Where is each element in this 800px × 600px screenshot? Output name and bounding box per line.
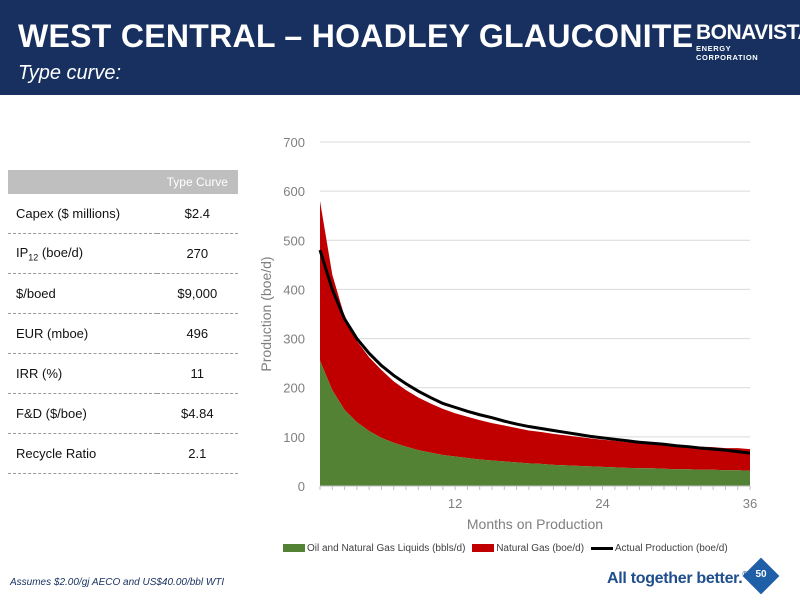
row-label: IP12 (boe/d) xyxy=(8,233,157,274)
tagline-text: All together better. xyxy=(607,570,743,587)
row-label: Recycle Ratio xyxy=(8,433,157,474)
row-label-main: IP xyxy=(16,244,29,260)
row-value: 496 xyxy=(156,313,238,354)
legend-swatch-green xyxy=(283,544,305,553)
table-row: EUR (mboe) 496 xyxy=(8,313,238,354)
row-value: 270 xyxy=(156,233,238,274)
row-label-rest: (boe/d) xyxy=(38,244,84,260)
table-row: $/boed $9,000 xyxy=(8,273,238,314)
row-label: IRR (%) xyxy=(8,353,157,394)
page-title: WEST CENTRAL – HOADLEY GLAUCONITE xyxy=(18,18,694,54)
y-tick-label: 200 xyxy=(283,381,305,396)
y-tick-label: 0 xyxy=(298,479,305,494)
y-tick-label: 400 xyxy=(283,282,305,297)
chart-legend: Oil and Natural Gas Liquids (bbls/d) Nat… xyxy=(283,543,732,554)
logo-subtitle: ENERGY CORPORATION xyxy=(696,44,759,62)
footnote: Assumes $2.00/gj AECO and US$40.00/bbl W… xyxy=(10,577,225,588)
type-curve-table: Type Curve Capex ($ millions) $2.4 IP12 … xyxy=(8,170,238,474)
y-tick-label: 100 xyxy=(283,430,305,445)
legend-label: Natural Gas (boe/d) xyxy=(496,543,585,554)
row-label: Capex ($ millions) xyxy=(8,194,157,234)
legend-label: Actual Production (boe/d) xyxy=(614,543,728,554)
x-tick-label: 12 xyxy=(448,496,462,511)
company-logo: BONAVISTA ENERGY CORPORATION xyxy=(696,21,800,63)
legend-item-actual: Actual Production (boe/d) xyxy=(590,543,728,554)
legend-item-gas: Natural Gas (boe/d) xyxy=(472,543,584,554)
series-area-natural-gas xyxy=(320,200,750,471)
y-tick-label: 700 xyxy=(283,135,305,150)
row-value: 11 xyxy=(156,353,238,394)
table-empty-header xyxy=(8,170,157,194)
legend-label: Oil and Natural Gas Liquids (bbls/d) xyxy=(307,543,466,554)
y-tick-label: 300 xyxy=(283,332,305,347)
table-row: F&D ($/boe) $4.84 xyxy=(8,393,238,434)
tagline: All together better.® xyxy=(607,570,748,588)
table-row: IP12 (boe/d) 270 xyxy=(8,233,238,274)
table-row: Capex ($ millions) $2.4 xyxy=(8,194,238,234)
page-subtitle: Type curve: xyxy=(18,62,121,84)
header-bar: WEST CENTRAL – HOADLEY GLAUCONITE Type c… xyxy=(0,0,800,95)
row-value: $4.84 xyxy=(156,393,238,434)
y-tick-label: 600 xyxy=(283,184,305,199)
y-tick-label: 500 xyxy=(283,233,305,248)
row-label: $/boed xyxy=(8,273,157,314)
series-line-actual-production xyxy=(318,249,751,455)
row-value: 2.1 xyxy=(156,433,238,474)
page-number: 50 xyxy=(755,569,767,580)
production-chart: 0 100 200 300 400 500 600 700 12 24 36 Months on Pr… xyxy=(258,135,757,532)
legend-swatch-line xyxy=(590,546,613,550)
row-value: $2.4 xyxy=(156,194,238,234)
table-row: IRR (%) 11 xyxy=(8,353,238,394)
x-axis-title: Months on Production xyxy=(467,516,603,532)
logo-name: BONAVISTA xyxy=(696,21,800,44)
legend-item-ngl: Oil and Natural Gas Liquids (bbls/d) xyxy=(283,543,465,554)
row-label: EUR (mboe) xyxy=(8,313,157,354)
table-column-header: Type Curve xyxy=(156,170,238,194)
series-area-oil-ngl xyxy=(320,360,750,486)
y-axis-title: Production (boe/d) xyxy=(258,256,274,371)
x-tick-label: 24 xyxy=(595,496,609,511)
table-row: Recycle Ratio 2.1 xyxy=(8,433,238,474)
row-label-subscript: 12 xyxy=(28,252,39,263)
x-tick-label: 36 xyxy=(743,496,757,511)
legend-swatch-red xyxy=(472,544,495,553)
row-label: F&D ($/boe) xyxy=(8,393,157,434)
row-value: $9,000 xyxy=(156,273,238,314)
